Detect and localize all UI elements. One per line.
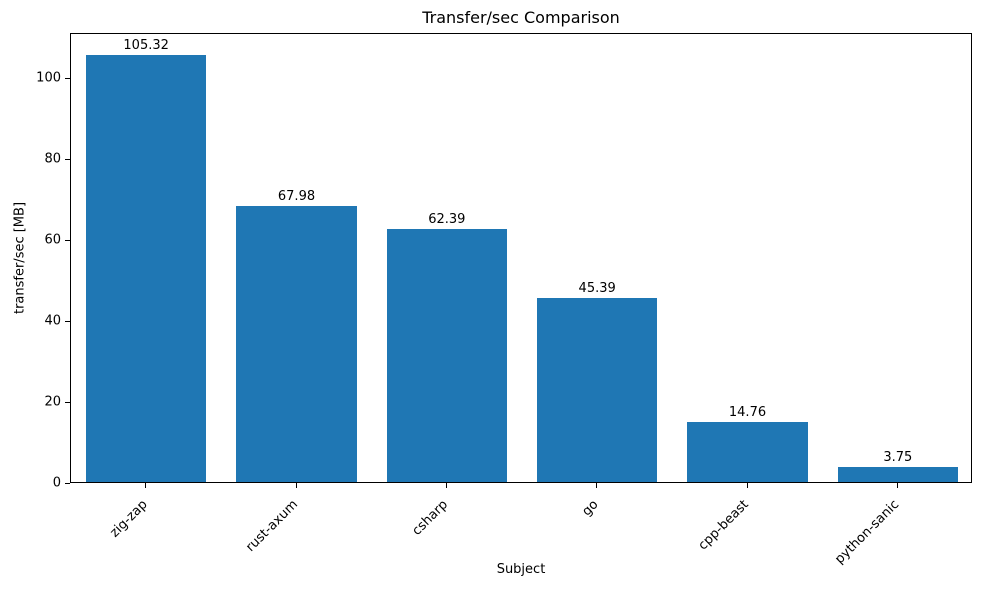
x-tick-mark (896, 483, 898, 488)
y-tick-mark (65, 158, 70, 160)
x-tick-label: csharp (409, 497, 452, 539)
bar-value-label: 67.98 (277, 189, 316, 205)
x-tick-mark (596, 483, 598, 488)
bar-value-label: 3.75 (883, 449, 913, 465)
x-axis-label: Subject (496, 562, 546, 577)
x-tick-mark (746, 483, 748, 488)
x-tick-label: go (579, 497, 602, 520)
y-tick-mark (65, 320, 70, 322)
bar-csharp (386, 229, 507, 482)
bar-zig-zap (86, 55, 207, 482)
x-tick-mark (445, 483, 447, 488)
y-tick-label: 40 (44, 313, 61, 329)
x-tick-label: rust-axum (243, 497, 301, 555)
bar-value-label: 62.39 (428, 212, 466, 228)
y-tick-label: 80 (44, 151, 61, 167)
bar-value-label: 14.76 (728, 405, 767, 421)
y-tick-label: 0 (52, 475, 61, 491)
bar-value-label: 105.32 (123, 38, 169, 54)
y-tick-mark (65, 401, 70, 403)
bar-value-label: 45.39 (578, 280, 616, 296)
y-tick-label: 20 (44, 394, 61, 410)
y-tick-label: 100 (36, 70, 61, 86)
bar-rust-axum (236, 206, 357, 482)
x-tick-label: cpp-beast (695, 497, 752, 554)
bar-python-sanic (837, 466, 958, 482)
x-tick-mark (295, 483, 297, 488)
y-tick-mark (65, 483, 70, 484)
bar-cpp-beast (687, 422, 808, 482)
y-tick-mark (65, 239, 70, 241)
x-tick-label: python-sanic (832, 497, 903, 568)
y-axis-label: transfer/sec [MB] (12, 201, 28, 315)
y-tick-label: 60 (44, 232, 61, 248)
bar-go (537, 298, 658, 482)
x-tick-label: zig-zap (107, 497, 151, 541)
x-tick-mark (145, 483, 147, 488)
plot-area: 105.32 67.98 62.39 45.39 14.76 3.75 (70, 33, 972, 483)
y-tick-mark (65, 77, 70, 79)
chart-title: Transfer/sec Comparison (422, 8, 620, 27)
